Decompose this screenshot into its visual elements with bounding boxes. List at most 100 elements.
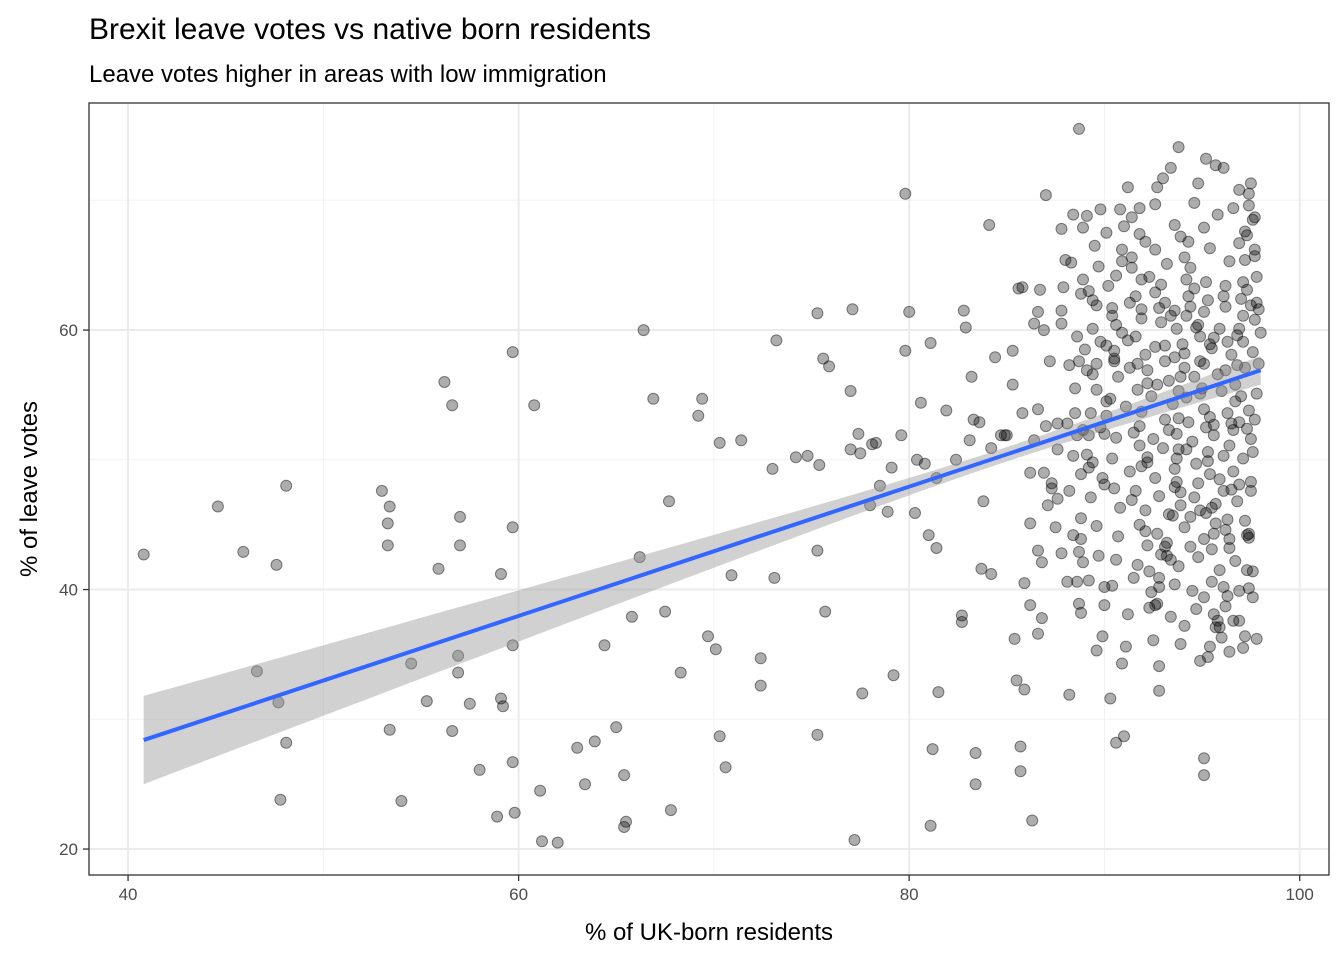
data-point [1041,499,1054,512]
data-point [940,404,953,417]
data-point [1114,501,1127,514]
data-point [446,399,459,412]
data-point [1241,422,1253,435]
data-point [1143,565,1156,578]
data-point [1133,420,1146,433]
data-point [1082,574,1095,587]
data-point [926,743,939,756]
data-point [1194,330,1207,343]
data-point [1231,329,1244,342]
data-point [1086,368,1099,381]
data-point [1200,276,1212,289]
data-point [1024,466,1037,479]
data-point [1244,299,1257,312]
data-point [1178,251,1191,264]
data-point [1221,513,1234,526]
data-point [446,725,459,737]
data-point [1096,472,1109,484]
data-point [924,819,937,832]
data-point [1178,361,1191,374]
major-gridlines [89,103,1329,875]
y-tick-label: 40 [59,581,78,600]
data-point [1129,290,1142,303]
x-tick-label: 100 [1286,885,1314,904]
data-point [1188,491,1201,504]
data-point [1242,531,1255,544]
data-point [1248,313,1261,326]
data-point [1100,395,1113,408]
data-point [534,784,547,797]
data-point [1149,472,1162,484]
data-point [491,810,504,823]
data-point [1233,614,1246,627]
data-point [1012,282,1025,295]
data-point [1178,521,1191,534]
data-point [1244,433,1257,445]
data-point [1201,294,1214,307]
data-point [1149,599,1162,612]
data-point [1116,243,1128,256]
data-point [1121,181,1134,194]
data-point [1227,614,1240,627]
data-point [1104,692,1117,705]
data-point [1061,417,1074,430]
data-point [1055,304,1068,317]
data-point [1190,321,1203,334]
data-point [1063,484,1076,497]
data-point [1194,654,1207,667]
data-point [506,521,519,534]
data-point [963,434,976,447]
data-point [1194,355,1207,368]
data-point [1016,407,1029,420]
data-point [497,700,509,713]
data-point [1123,361,1136,374]
data-point [1108,482,1121,495]
data-point [975,562,988,575]
data-point [625,610,638,623]
data-point [1086,322,1099,335]
data-point [1192,177,1205,190]
data-point [1086,456,1099,469]
data-point [1221,335,1234,348]
data-point [633,551,646,564]
data-point [1233,322,1246,335]
data-point [454,539,466,552]
data-point [1129,330,1142,343]
data-point [1147,634,1160,647]
data-point [1157,172,1169,185]
data-point [1110,318,1123,331]
data-point [1071,330,1084,343]
data-point [495,568,507,580]
data-point [1119,400,1132,413]
data-point [1075,533,1087,545]
data-point [1201,651,1214,663]
data-point [899,187,912,200]
data-point [1219,523,1232,536]
data-point [1127,571,1140,584]
data-point [1065,256,1078,269]
data-point [1235,390,1248,403]
data-point [1178,347,1191,360]
data-point [1174,370,1187,383]
data-point [1172,443,1185,456]
data-point [844,443,857,456]
data-point [811,544,824,557]
data-point [1188,370,1201,383]
data-point [1114,203,1127,216]
data-point [647,392,660,405]
data-point [973,416,986,429]
chart-title: Brexit leave votes vs native born reside… [89,13,651,46]
data-point [1209,621,1222,634]
data-point [1073,355,1085,368]
data-point [932,686,945,699]
data-point [1133,439,1146,452]
data-point [811,728,824,741]
data-point [528,399,541,412]
data-point [1121,334,1134,347]
x-axis-title: % of UK-born residents [585,919,833,946]
data-point [1090,520,1103,532]
data-point [1246,213,1259,226]
data-point [1203,338,1216,351]
data-point [955,616,968,628]
data-point [1162,508,1175,521]
